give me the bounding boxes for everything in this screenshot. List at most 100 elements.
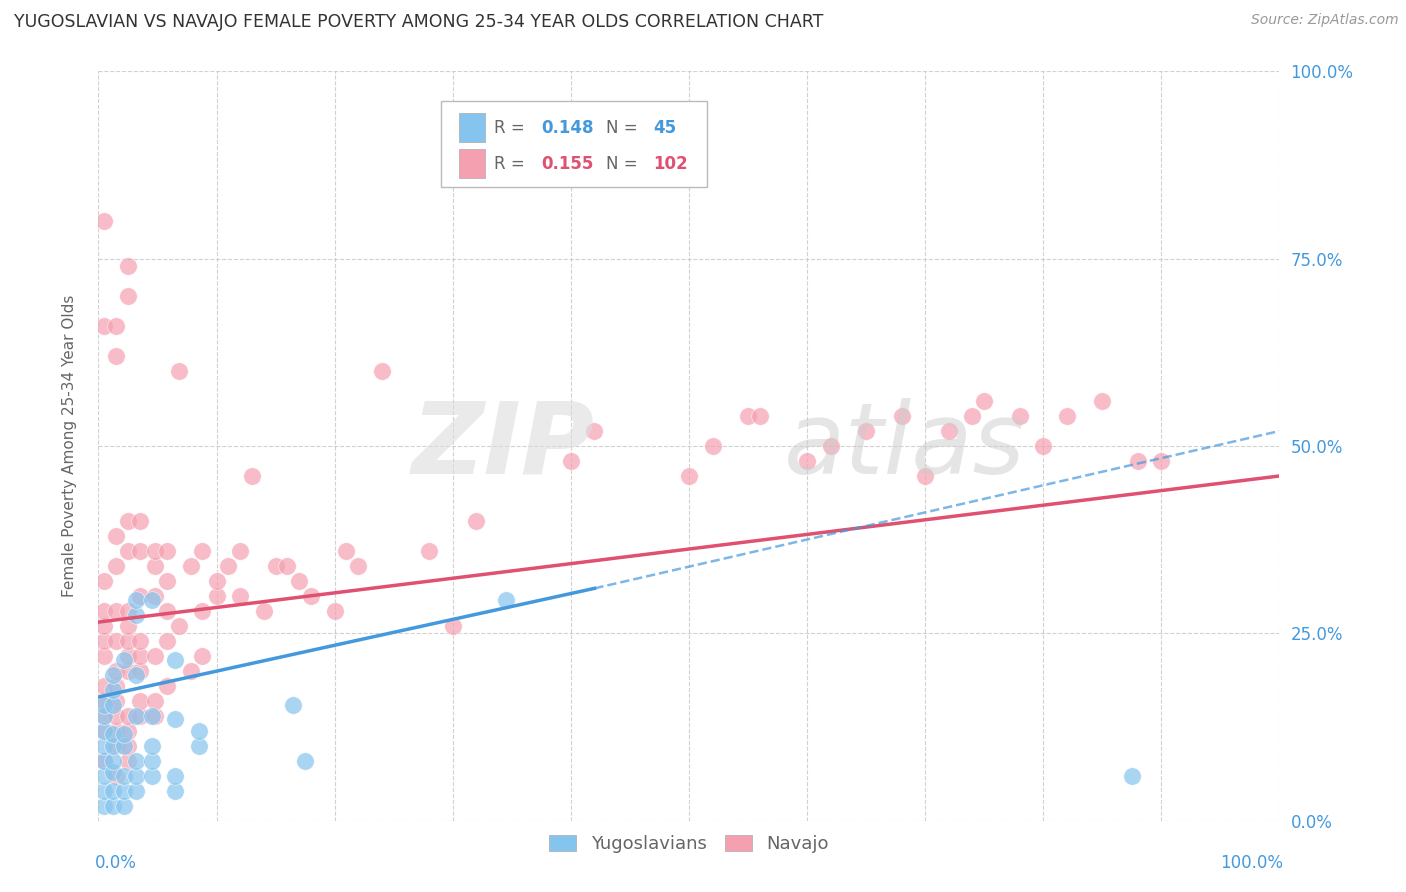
Point (128, 664, 150, 678)
Point (217, 558, 239, 573)
Point (1091, 394, 1114, 409)
Point (143, 708, 166, 723)
Point (288, 574, 311, 588)
Point (1126, 454, 1149, 468)
Point (165, 783, 187, 797)
Point (560, 454, 582, 468)
Point (93, 574, 115, 588)
Point (93, 798, 115, 813)
Y-axis label: Female Poverty Among 25-34 Year Olds: Female Poverty Among 25-34 Year Olds (62, 295, 77, 597)
Point (465, 514, 488, 528)
Point (128, 708, 150, 723)
Point (125, 708, 148, 723)
Point (748, 409, 770, 423)
Point (156, 574, 179, 588)
Point (112, 769, 135, 783)
Point (101, 783, 124, 797)
Point (105, 633, 128, 648)
Point (117, 619, 139, 633)
Point (1008, 409, 1031, 423)
Point (112, 783, 135, 797)
Legend: Yugoslavians, Navajo: Yugoslavians, Navajo (541, 828, 837, 860)
Point (141, 708, 163, 723)
Point (205, 574, 228, 588)
Point (93, 783, 115, 797)
Point (962, 409, 984, 423)
Point (125, 607, 148, 622)
Point (93, 708, 115, 723)
Point (125, 592, 148, 607)
Point (117, 289, 139, 303)
Point (187, 723, 209, 738)
Point (141, 754, 163, 768)
Point (1056, 409, 1078, 423)
Text: R =: R = (494, 119, 530, 136)
Point (347, 558, 370, 573)
Bar (458, 149, 485, 178)
Point (143, 558, 166, 573)
Point (441, 619, 464, 633)
Point (283, 698, 305, 712)
Point (1150, 454, 1173, 468)
Point (101, 764, 124, 779)
Point (117, 604, 139, 618)
Point (678, 469, 700, 483)
Point (141, 739, 163, 753)
Point (191, 604, 214, 618)
Point (229, 589, 252, 603)
Text: YUGOSLAVIAN VS NAVAJO FEMALE POVERTY AMONG 25-34 YEAR OLDS CORRELATION CHART: YUGOSLAVIAN VS NAVAJO FEMALE POVERTY AMO… (14, 13, 824, 31)
Point (93, 754, 115, 768)
Text: ZIP: ZIP (412, 398, 595, 494)
Point (796, 454, 818, 468)
Point (294, 754, 316, 768)
Point (890, 409, 912, 423)
Point (855, 424, 877, 438)
Point (112, 652, 135, 666)
Text: Source: ZipAtlas.com: Source: ZipAtlas.com (1251, 13, 1399, 28)
Point (105, 664, 128, 678)
Point (105, 769, 128, 783)
Point (117, 754, 139, 768)
Point (93, 679, 115, 693)
Point (128, 544, 150, 558)
Point (156, 604, 179, 618)
Point (495, 592, 517, 607)
Point (180, 558, 202, 573)
Text: N =: N = (606, 119, 643, 136)
Point (914, 469, 936, 483)
Point (105, 739, 128, 753)
Point (229, 544, 252, 558)
FancyBboxPatch shape (441, 102, 707, 187)
Point (938, 424, 960, 438)
Point (299, 589, 322, 603)
Text: 100.0%: 100.0% (1220, 855, 1284, 872)
Point (93, 754, 115, 768)
Point (117, 739, 139, 753)
Point (105, 529, 128, 543)
Point (165, 652, 187, 666)
Point (117, 514, 139, 528)
Text: 102: 102 (654, 154, 688, 172)
Text: 0.0%: 0.0% (94, 855, 136, 872)
Point (143, 544, 166, 558)
Bar (458, 113, 485, 142)
Point (128, 633, 150, 648)
Point (117, 544, 139, 558)
Point (583, 424, 606, 438)
Point (156, 633, 179, 648)
Point (101, 698, 124, 712)
Point (702, 439, 724, 453)
Point (101, 682, 124, 697)
Point (128, 589, 150, 603)
Point (167, 619, 190, 633)
Point (93, 214, 115, 228)
Point (143, 694, 166, 708)
Point (101, 739, 124, 753)
Point (141, 592, 163, 607)
Point (125, 769, 148, 783)
Point (112, 739, 135, 753)
Text: 0.155: 0.155 (541, 154, 593, 172)
Point (93, 769, 115, 783)
Point (180, 664, 202, 678)
Point (191, 648, 214, 663)
